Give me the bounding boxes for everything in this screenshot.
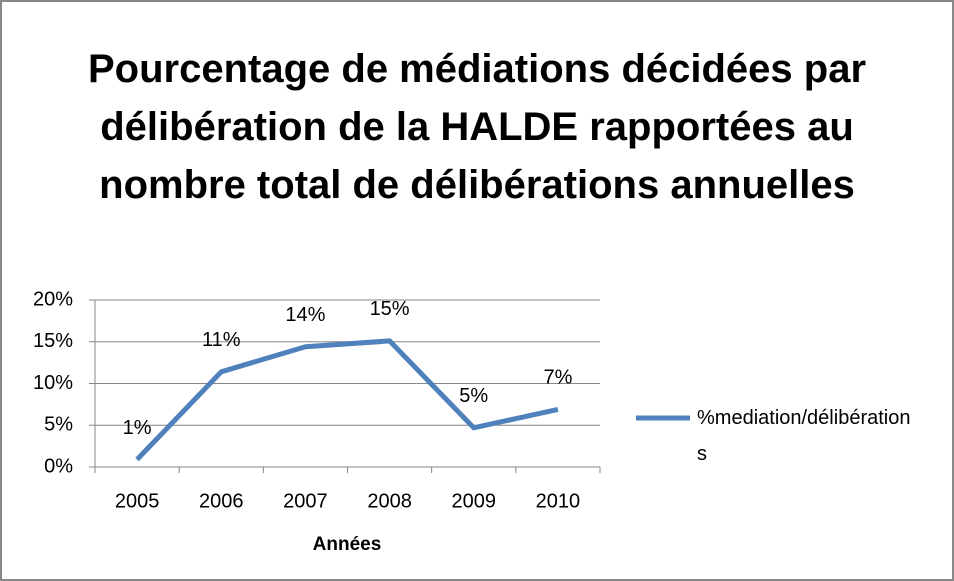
x-tick-label: 2010 xyxy=(536,490,581,512)
x-axis-title: Années xyxy=(313,534,382,555)
data-label: 1% xyxy=(123,417,152,439)
x-tick-label: 2005 xyxy=(115,490,160,512)
x-tick-label: 2009 xyxy=(452,490,497,512)
data-label: 15% xyxy=(370,298,410,320)
x-tick-label: 2006 xyxy=(199,490,244,512)
y-tick-label: 5% xyxy=(44,414,73,436)
chart-title: Pourcentage de médiations décidées par d… xyxy=(87,47,867,207)
data-label: 14% xyxy=(285,304,325,326)
y-tick-label: 0% xyxy=(44,455,73,477)
series-line xyxy=(135,338,559,462)
y-tick-label: 15% xyxy=(33,330,73,352)
y-tick-label: 10% xyxy=(33,372,73,394)
data-label: 7% xyxy=(543,367,572,389)
x-tick-label: 2007 xyxy=(283,490,328,512)
x-tick-label: 2008 xyxy=(367,490,412,512)
data-label: 11% xyxy=(202,329,241,351)
data-label: 5% xyxy=(459,385,488,407)
y-tick-label: 20% xyxy=(33,288,73,310)
legend-label: %mediation/délibérations xyxy=(697,407,911,465)
